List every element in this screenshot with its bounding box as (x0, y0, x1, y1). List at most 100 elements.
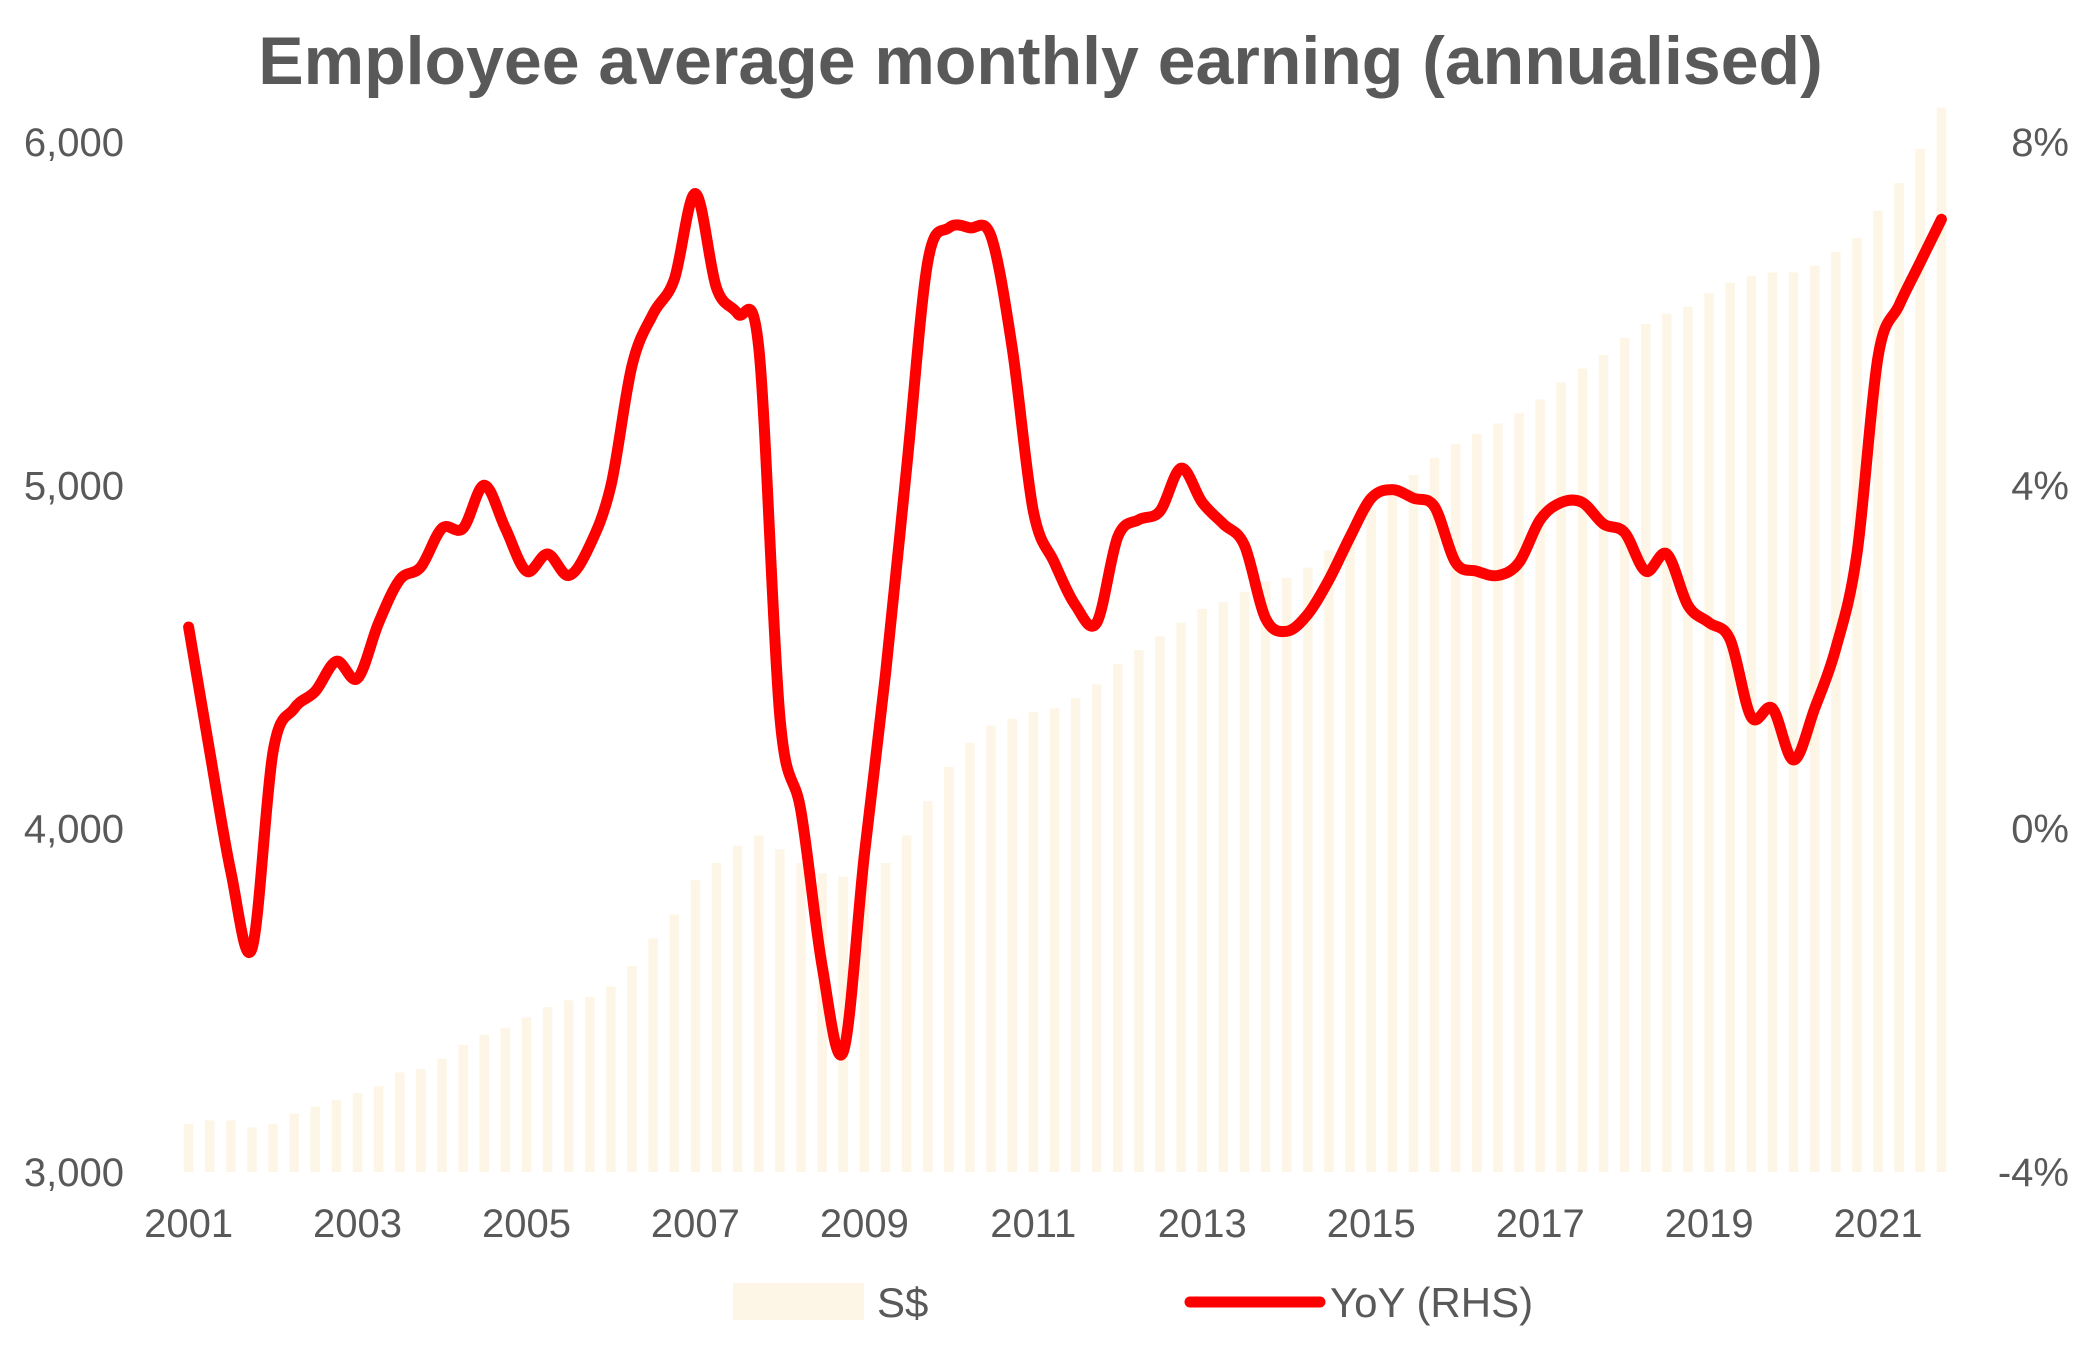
bar-79 (1852, 238, 1862, 1173)
bar-46 (1155, 636, 1165, 1172)
x-tick-label: 2021 (1834, 1202, 1923, 1246)
bar-20 (606, 986, 616, 1172)
legend-swatch-bars (733, 1283, 864, 1320)
bar-8 (352, 1093, 363, 1172)
bar-41 (1049, 708, 1060, 1172)
bar-28 (775, 849, 785, 1172)
bar-44 (1113, 663, 1123, 1172)
bar-55 (1345, 530, 1355, 1172)
chart-title: Employee average monthly earning (annual… (258, 23, 1823, 99)
bar-10 (395, 1072, 405, 1172)
bar-48 (1197, 608, 1207, 1172)
bar-82 (1915, 148, 1925, 1172)
x-tick-label: 2007 (651, 1202, 740, 1246)
bar-39 (1007, 718, 1017, 1172)
x-tick-label: 2009 (820, 1202, 909, 1246)
bar-63 (1514, 413, 1524, 1172)
bar-26 (732, 845, 743, 1172)
bar-53 (1303, 567, 1313, 1172)
bar-36 (944, 766, 954, 1172)
bar-75 (1767, 272, 1778, 1172)
bar-1 (205, 1120, 215, 1172)
bar-45 (1134, 650, 1144, 1172)
bar-35 (923, 801, 933, 1172)
bar-67 (1598, 354, 1609, 1172)
bar-62 (1493, 423, 1503, 1172)
bar-52 (1282, 578, 1292, 1172)
bar-71 (1683, 306, 1693, 1172)
bar-49 (1218, 602, 1229, 1172)
bar-27 (754, 835, 764, 1172)
bar-57 (1387, 492, 1398, 1172)
bar-4 (268, 1123, 278, 1172)
bar-51 (1260, 581, 1271, 1172)
bar-2 (226, 1120, 236, 1172)
bar-9 (373, 1086, 384, 1172)
bar-76 (1788, 272, 1799, 1172)
bar-43 (1091, 684, 1102, 1172)
bar-24 (690, 880, 701, 1172)
x-tick-label: 2017 (1496, 1202, 1585, 1246)
bar-14 (479, 1034, 489, 1172)
bar-21 (627, 966, 637, 1172)
bar-47 (1176, 622, 1186, 1172)
bar-series (183, 107, 1947, 1173)
bar-78 (1831, 251, 1841, 1172)
bar-72 (1704, 293, 1714, 1173)
bar-66 (1577, 368, 1588, 1173)
bar-13 (458, 1045, 468, 1172)
bar-56 (1366, 509, 1376, 1172)
bar-3 (247, 1127, 257, 1172)
y-left-tick-label: 4,000 (24, 808, 124, 852)
bar-69 (1641, 324, 1651, 1172)
bar-29 (796, 863, 806, 1172)
y-right-tick-label: -4% (1998, 1151, 2069, 1195)
x-tick-label: 2003 (313, 1202, 402, 1246)
bar-7 (331, 1099, 342, 1172)
bar-34 (901, 835, 912, 1172)
y-left-tick-label: 6,000 (24, 121, 124, 165)
bar-37 (965, 742, 975, 1172)
bar-73 (1725, 282, 1735, 1172)
bar-33 (880, 863, 891, 1172)
bar-18 (564, 1000, 574, 1172)
y-axis-left: 3,000 4,000 5,000 6,000 (24, 121, 124, 1195)
yoy-line (183, 187, 1947, 1061)
bar-42 (1070, 698, 1081, 1172)
bar-68 (1619, 337, 1630, 1172)
bar-54 (1324, 550, 1334, 1172)
y-right-tick-label: 0% (2011, 808, 2069, 852)
bar-5 (289, 1113, 299, 1172)
bar-40 (1028, 711, 1039, 1172)
bar-38 (986, 725, 996, 1172)
bar-16 (521, 1017, 532, 1172)
bar-83 (1936, 107, 1947, 1173)
y-right-tick-label: 8% (2011, 121, 2069, 165)
legend: S$ YoY (RHS) (733, 1279, 1533, 1326)
bar-60 (1450, 444, 1461, 1173)
x-tick-label: 2005 (482, 1202, 571, 1246)
bar-32 (859, 873, 870, 1172)
bar-12 (437, 1058, 447, 1172)
bar-15 (500, 1027, 511, 1172)
x-tick-label: 2019 (1665, 1202, 1754, 1246)
bar-59 (1429, 457, 1440, 1172)
legend-label-bars: S$ (877, 1279, 928, 1326)
x-tick-label: 2015 (1327, 1202, 1416, 1246)
bar-6 (310, 1106, 320, 1172)
bar-65 (1556, 382, 1566, 1172)
legend-label-line: YoY (RHS) (1330, 1279, 1533, 1326)
y-right-tick-label: 4% (2011, 464, 2069, 508)
bar-19 (585, 996, 595, 1172)
bar-30 (817, 873, 827, 1172)
bar-22 (648, 938, 658, 1172)
line-series (183, 187, 1947, 1061)
bar-70 (1662, 313, 1672, 1172)
y-left-tick-label: 5,000 (24, 464, 124, 508)
bar-80 (1873, 210, 1883, 1172)
y-axis-right: -4% 0% 4% 8% (1998, 121, 2069, 1195)
bar-50 (1239, 591, 1250, 1172)
bar-58 (1408, 475, 1419, 1172)
